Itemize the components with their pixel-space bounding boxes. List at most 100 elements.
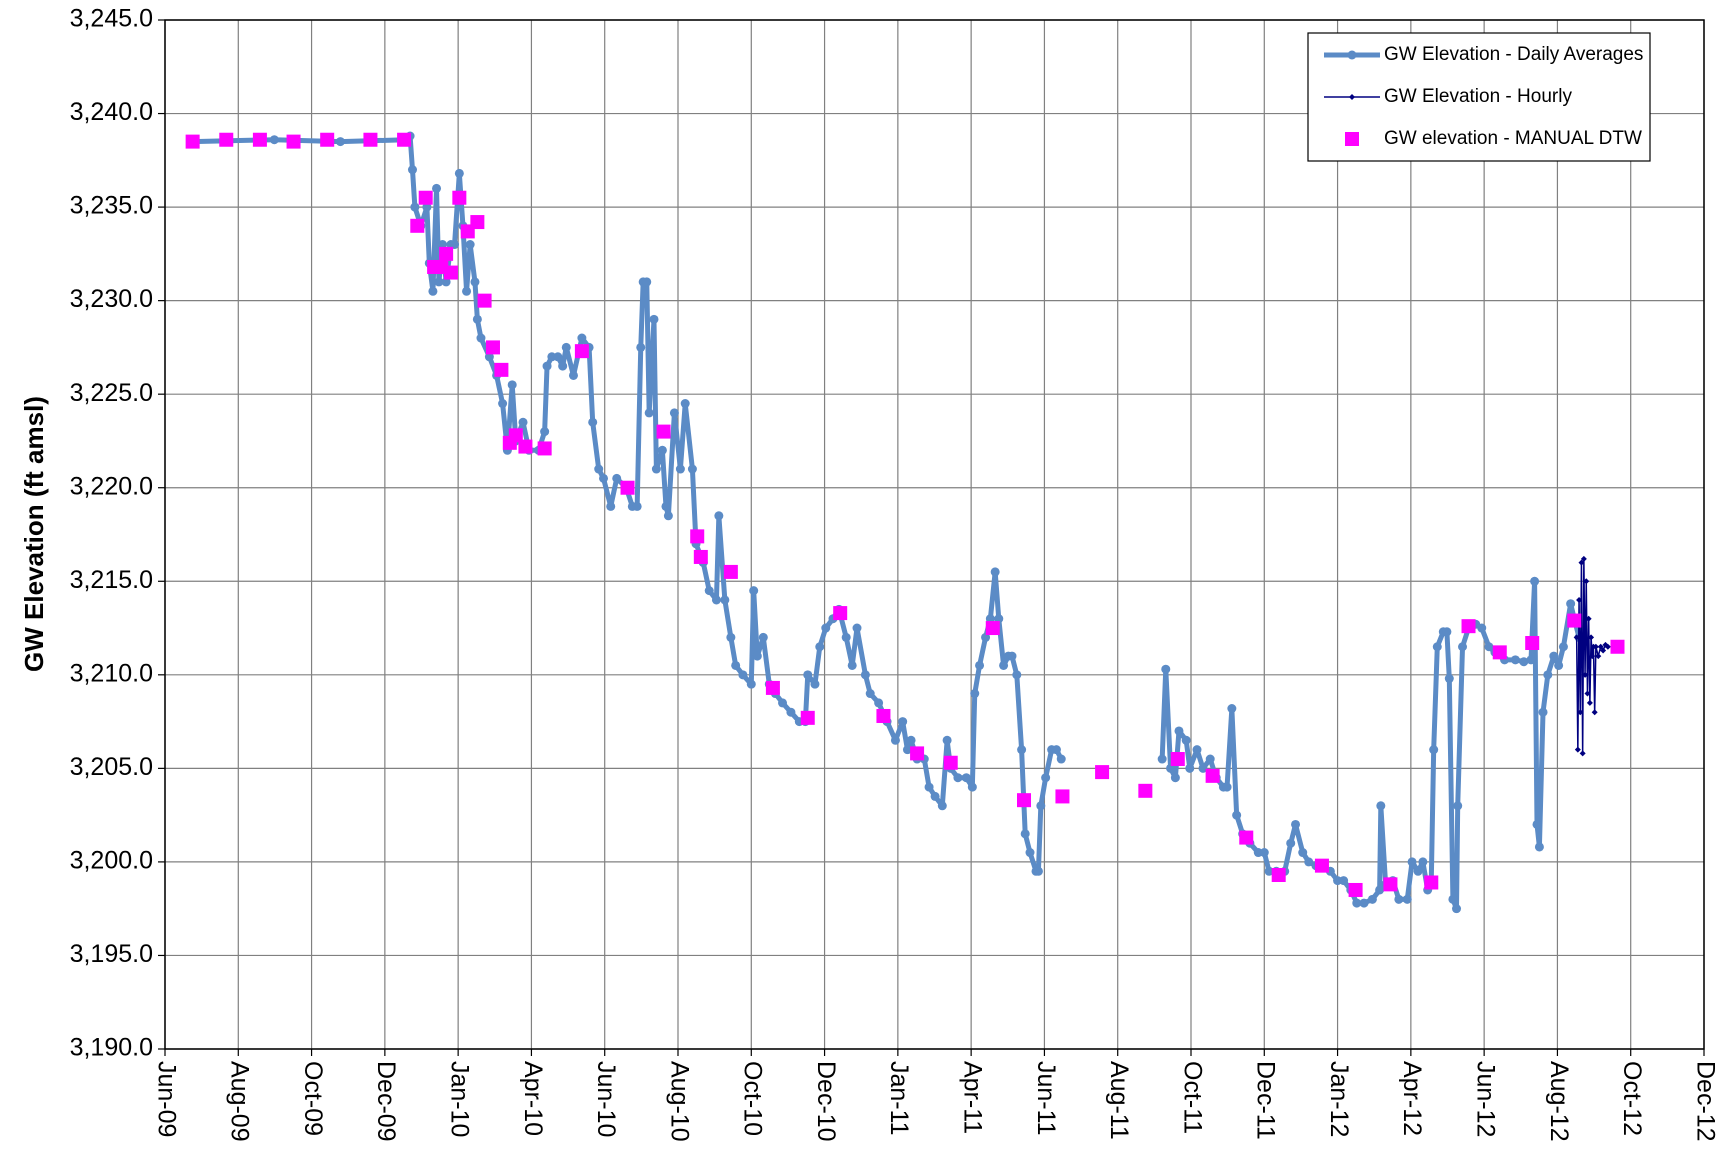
marker bbox=[1583, 578, 1590, 585]
marker bbox=[1579, 750, 1586, 757]
marker bbox=[1532, 819, 1542, 829]
y-tick-label: 3,240.0 bbox=[70, 98, 153, 126]
marker bbox=[942, 735, 952, 745]
marker bbox=[1166, 763, 1176, 773]
marker bbox=[1185, 763, 1195, 773]
marker bbox=[970, 689, 980, 699]
marker bbox=[663, 511, 673, 521]
marker bbox=[632, 501, 642, 511]
marker bbox=[1304, 857, 1314, 867]
marker bbox=[485, 340, 500, 355]
marker bbox=[1394, 894, 1404, 904]
marker bbox=[434, 277, 444, 287]
y-tick-label: 3,230.0 bbox=[70, 285, 153, 313]
marker bbox=[1205, 768, 1220, 783]
marker bbox=[465, 240, 475, 250]
marker bbox=[269, 135, 279, 145]
marker bbox=[432, 183, 442, 193]
marker bbox=[1007, 651, 1017, 661]
marker bbox=[1595, 653, 1602, 660]
marker bbox=[1271, 868, 1286, 883]
marker bbox=[833, 606, 848, 621]
marker bbox=[599, 473, 609, 483]
marker bbox=[1458, 642, 1468, 652]
marker bbox=[1573, 634, 1580, 641]
marker bbox=[675, 464, 685, 474]
marker bbox=[1051, 745, 1061, 755]
marker bbox=[924, 782, 934, 792]
marker bbox=[906, 735, 916, 745]
marker bbox=[1170, 752, 1185, 767]
marker bbox=[1580, 555, 1587, 562]
marker bbox=[636, 342, 646, 352]
marker bbox=[649, 314, 659, 324]
marker bbox=[452, 190, 467, 205]
marker bbox=[1291, 819, 1301, 829]
marker bbox=[1566, 599, 1576, 609]
marker bbox=[588, 417, 598, 427]
y-tick-label: 3,235.0 bbox=[70, 192, 153, 220]
marker bbox=[1534, 842, 1544, 852]
marker bbox=[815, 642, 825, 652]
marker bbox=[810, 679, 820, 689]
x-tick-label: Apr-10 bbox=[519, 1061, 547, 1136]
marker bbox=[470, 215, 485, 230]
series bbox=[185, 132, 1625, 897]
marker bbox=[860, 670, 870, 680]
marker bbox=[1161, 664, 1171, 674]
marker bbox=[985, 621, 1000, 636]
marker bbox=[704, 586, 714, 596]
marker bbox=[1418, 857, 1428, 867]
marker bbox=[1444, 674, 1454, 684]
marker bbox=[537, 441, 552, 456]
marker bbox=[286, 134, 301, 149]
marker bbox=[1376, 801, 1386, 811]
marker bbox=[1578, 559, 1585, 566]
marker bbox=[1192, 745, 1202, 755]
marker bbox=[1056, 754, 1066, 764]
marker bbox=[981, 632, 991, 642]
marker bbox=[1264, 866, 1274, 876]
marker bbox=[749, 586, 759, 596]
plot-frame bbox=[164, 19, 1705, 1050]
x-tick-label: Aug-11 bbox=[1105, 1061, 1133, 1140]
marker bbox=[594, 464, 604, 474]
marker bbox=[407, 165, 417, 175]
marker bbox=[778, 698, 788, 708]
marker bbox=[1020, 829, 1030, 839]
marker bbox=[1585, 615, 1592, 622]
marker bbox=[540, 427, 550, 437]
marker bbox=[1222, 782, 1232, 792]
marker bbox=[661, 501, 671, 511]
marker bbox=[484, 352, 494, 362]
marker bbox=[803, 670, 813, 680]
marker bbox=[1538, 707, 1548, 717]
marker bbox=[847, 660, 857, 670]
marker bbox=[975, 660, 985, 670]
marker bbox=[1510, 655, 1520, 665]
y-tick-label: 3,200.0 bbox=[70, 847, 153, 875]
marker bbox=[577, 333, 587, 343]
marker bbox=[1314, 858, 1329, 873]
marker bbox=[1586, 699, 1593, 706]
x-tick-label: Jan-11 bbox=[885, 1061, 913, 1136]
marker bbox=[738, 670, 748, 680]
marker bbox=[852, 623, 862, 633]
marker bbox=[1055, 789, 1070, 804]
marker bbox=[731, 660, 741, 670]
marker bbox=[758, 632, 768, 642]
y-tick-label: 3,205.0 bbox=[70, 753, 153, 781]
marker bbox=[1554, 660, 1564, 670]
marker bbox=[714, 511, 724, 521]
marker bbox=[1298, 848, 1308, 858]
marker bbox=[397, 132, 412, 147]
series-line bbox=[1575, 558, 1609, 755]
marker bbox=[439, 246, 454, 261]
marker bbox=[765, 680, 780, 695]
marker bbox=[865, 689, 875, 699]
marker bbox=[669, 408, 679, 418]
marker bbox=[1359, 898, 1369, 908]
marker bbox=[711, 595, 721, 605]
y-tick-label: 3,215.0 bbox=[70, 566, 153, 594]
